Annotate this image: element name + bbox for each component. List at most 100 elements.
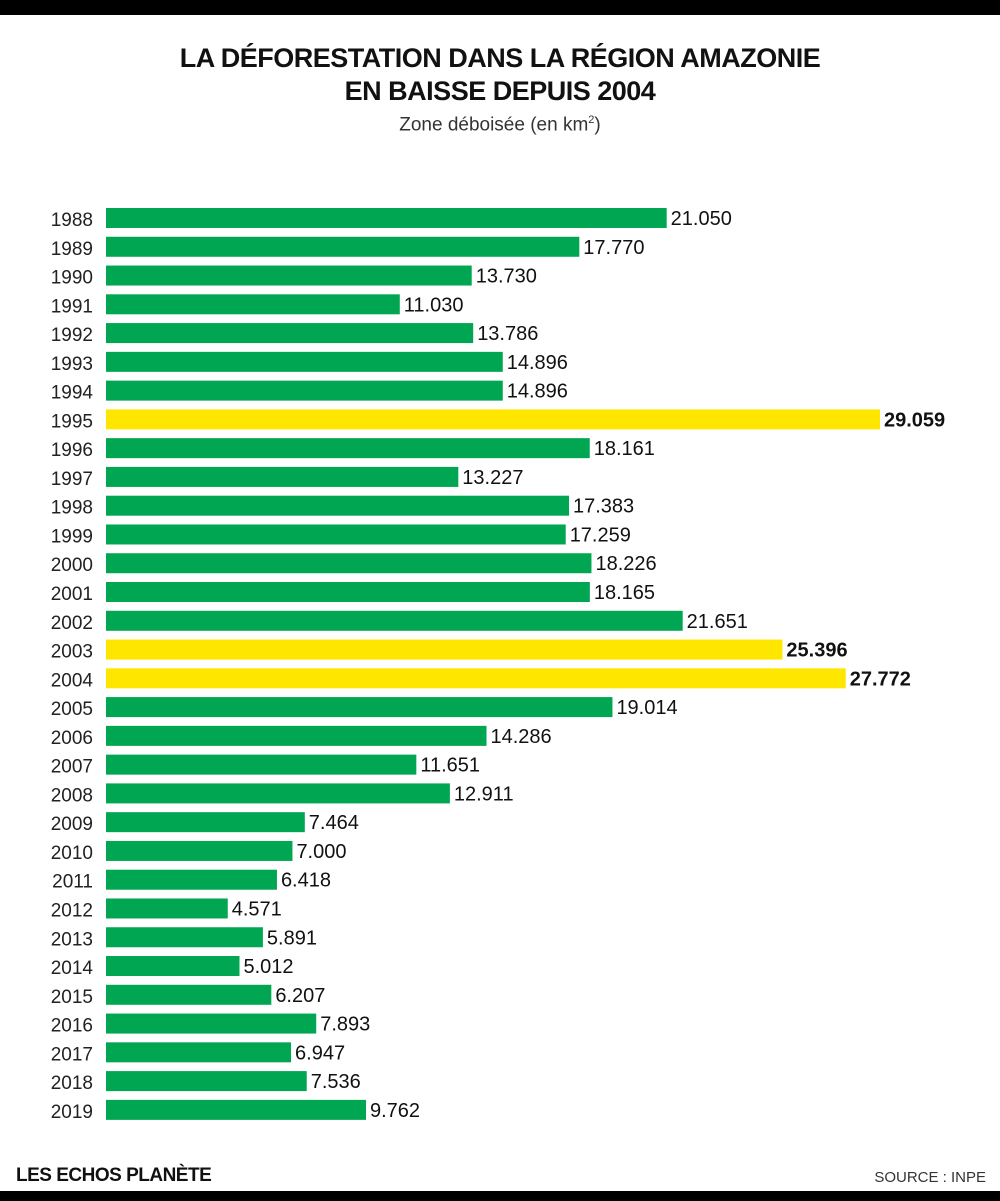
value-label: 13.786	[477, 323, 538, 345]
bar-2002	[106, 610, 683, 631]
bar-2010	[106, 840, 293, 861]
bar-2019	[106, 1099, 367, 1120]
year-label: 1991	[51, 296, 93, 317]
year-label: 2005	[51, 699, 93, 720]
bar-1995	[106, 409, 880, 430]
bar-2007	[106, 754, 417, 775]
bar-2003	[106, 639, 783, 660]
bar-2018	[106, 1071, 307, 1092]
year-label: 2011	[52, 872, 93, 893]
bar-1990	[106, 265, 472, 286]
bar-1989	[106, 236, 580, 257]
year-label: 2002	[51, 613, 93, 634]
value-label: 14.896	[507, 352, 568, 374]
value-label: 18.226	[595, 553, 656, 575]
year-label: 2006	[51, 728, 93, 749]
value-label: 11.030	[404, 294, 464, 316]
top-border	[0, 0, 1000, 15]
value-label: 21.050	[671, 208, 732, 230]
value-label: 11.651	[420, 755, 480, 777]
value-label: 6.418	[281, 870, 331, 892]
bar-2000	[106, 553, 592, 574]
value-label: 7.893	[320, 1014, 370, 1036]
brand-logo: LES ECHOS PLANÈTE	[16, 1165, 212, 1186]
year-label: 2014	[51, 958, 94, 979]
value-label: 4.571	[232, 898, 282, 920]
year-label: 2008	[51, 785, 93, 806]
value-label: 18.165	[594, 582, 655, 604]
subtitle-sup: 2	[588, 114, 595, 126]
value-label: 19.014	[616, 697, 677, 719]
bar-2014	[106, 956, 240, 977]
value-label: 7.000	[296, 841, 346, 863]
value-label: 14.896	[507, 381, 568, 403]
title-line-2: EN BAISSE DEPUIS 2004	[344, 76, 656, 106]
value-label: 17.383	[573, 496, 634, 518]
value-label: 27.772	[850, 668, 911, 690]
chart-subtitle: Zone déboisée (en km2)	[0, 114, 1000, 136]
year-label: 2000	[51, 555, 93, 576]
year-label: 2017	[51, 1044, 93, 1065]
year-label: 1993	[51, 354, 93, 375]
year-label: 1994	[51, 383, 94, 404]
year-label: 2004	[51, 670, 94, 691]
title-line-1: LA DÉFORESTATION DANS LA RÉGION AMAZONIE	[179, 43, 821, 73]
value-label: 14.286	[491, 726, 552, 748]
value-label: 6.947	[295, 1042, 345, 1064]
year-label: 2009	[51, 814, 93, 835]
year-label: 2013	[51, 929, 93, 950]
year-label: 1998	[51, 498, 93, 519]
subtitle-text: Zone déboisée (en km	[399, 114, 589, 136]
bar-2015	[106, 984, 272, 1005]
year-label: 1995	[51, 411, 93, 432]
bar-2017	[106, 1042, 292, 1063]
bar-1993	[106, 351, 503, 372]
year-label: 2012	[51, 900, 93, 921]
year-label: 1999	[51, 526, 93, 547]
value-label: 7.536	[311, 1071, 361, 1093]
bar-1988	[106, 208, 667, 228]
year-label: 1988	[51, 210, 93, 231]
value-label: 29.059	[884, 409, 945, 431]
year-label: 2007	[51, 757, 93, 778]
bar-1992	[106, 323, 474, 344]
bar-2009	[106, 812, 305, 833]
value-label: 18.161	[594, 438, 655, 460]
bar-1999	[106, 524, 566, 545]
year-label: 2003	[51, 642, 93, 663]
value-label: 13.227	[462, 467, 523, 489]
year-label: 1989	[51, 239, 93, 260]
bottom-border	[0, 1191, 1000, 1201]
value-label: 17.770	[583, 237, 644, 259]
value-label: 17.259	[570, 524, 631, 546]
bar-1991	[106, 294, 400, 315]
bar-1994	[106, 380, 503, 401]
bar-2016	[106, 1013, 317, 1034]
value-label: 13.730	[476, 266, 537, 288]
value-label: 21.651	[687, 611, 748, 633]
bar-1997	[106, 466, 459, 487]
year-label: 1996	[51, 440, 93, 461]
year-label: 1997	[51, 469, 93, 490]
value-label: 25.396	[786, 640, 847, 662]
year-label: 2015	[51, 987, 93, 1008]
year-label: 1992	[51, 325, 93, 346]
bar-2004	[106, 668, 846, 689]
value-label: 5.891	[267, 927, 317, 949]
bar-1996	[106, 438, 590, 459]
bar-2005	[106, 697, 613, 718]
year-label: 2016	[51, 1016, 93, 1037]
chart-title: LA DÉFORESTATION DANS LA RÉGION AMAZONIE…	[0, 42, 1000, 108]
value-label: 6.207	[275, 985, 325, 1007]
value-label: 12.911	[454, 783, 514, 805]
bar-2012	[106, 898, 228, 919]
value-label: 7.464	[309, 812, 359, 834]
year-label: 1990	[51, 268, 93, 289]
year-label: 2018	[51, 1073, 93, 1094]
source-note: SOURCE : INPE	[874, 1169, 986, 1186]
bar-2008	[106, 783, 450, 804]
subtitle-end: )	[594, 114, 601, 136]
year-label: 2019	[51, 1102, 93, 1123]
